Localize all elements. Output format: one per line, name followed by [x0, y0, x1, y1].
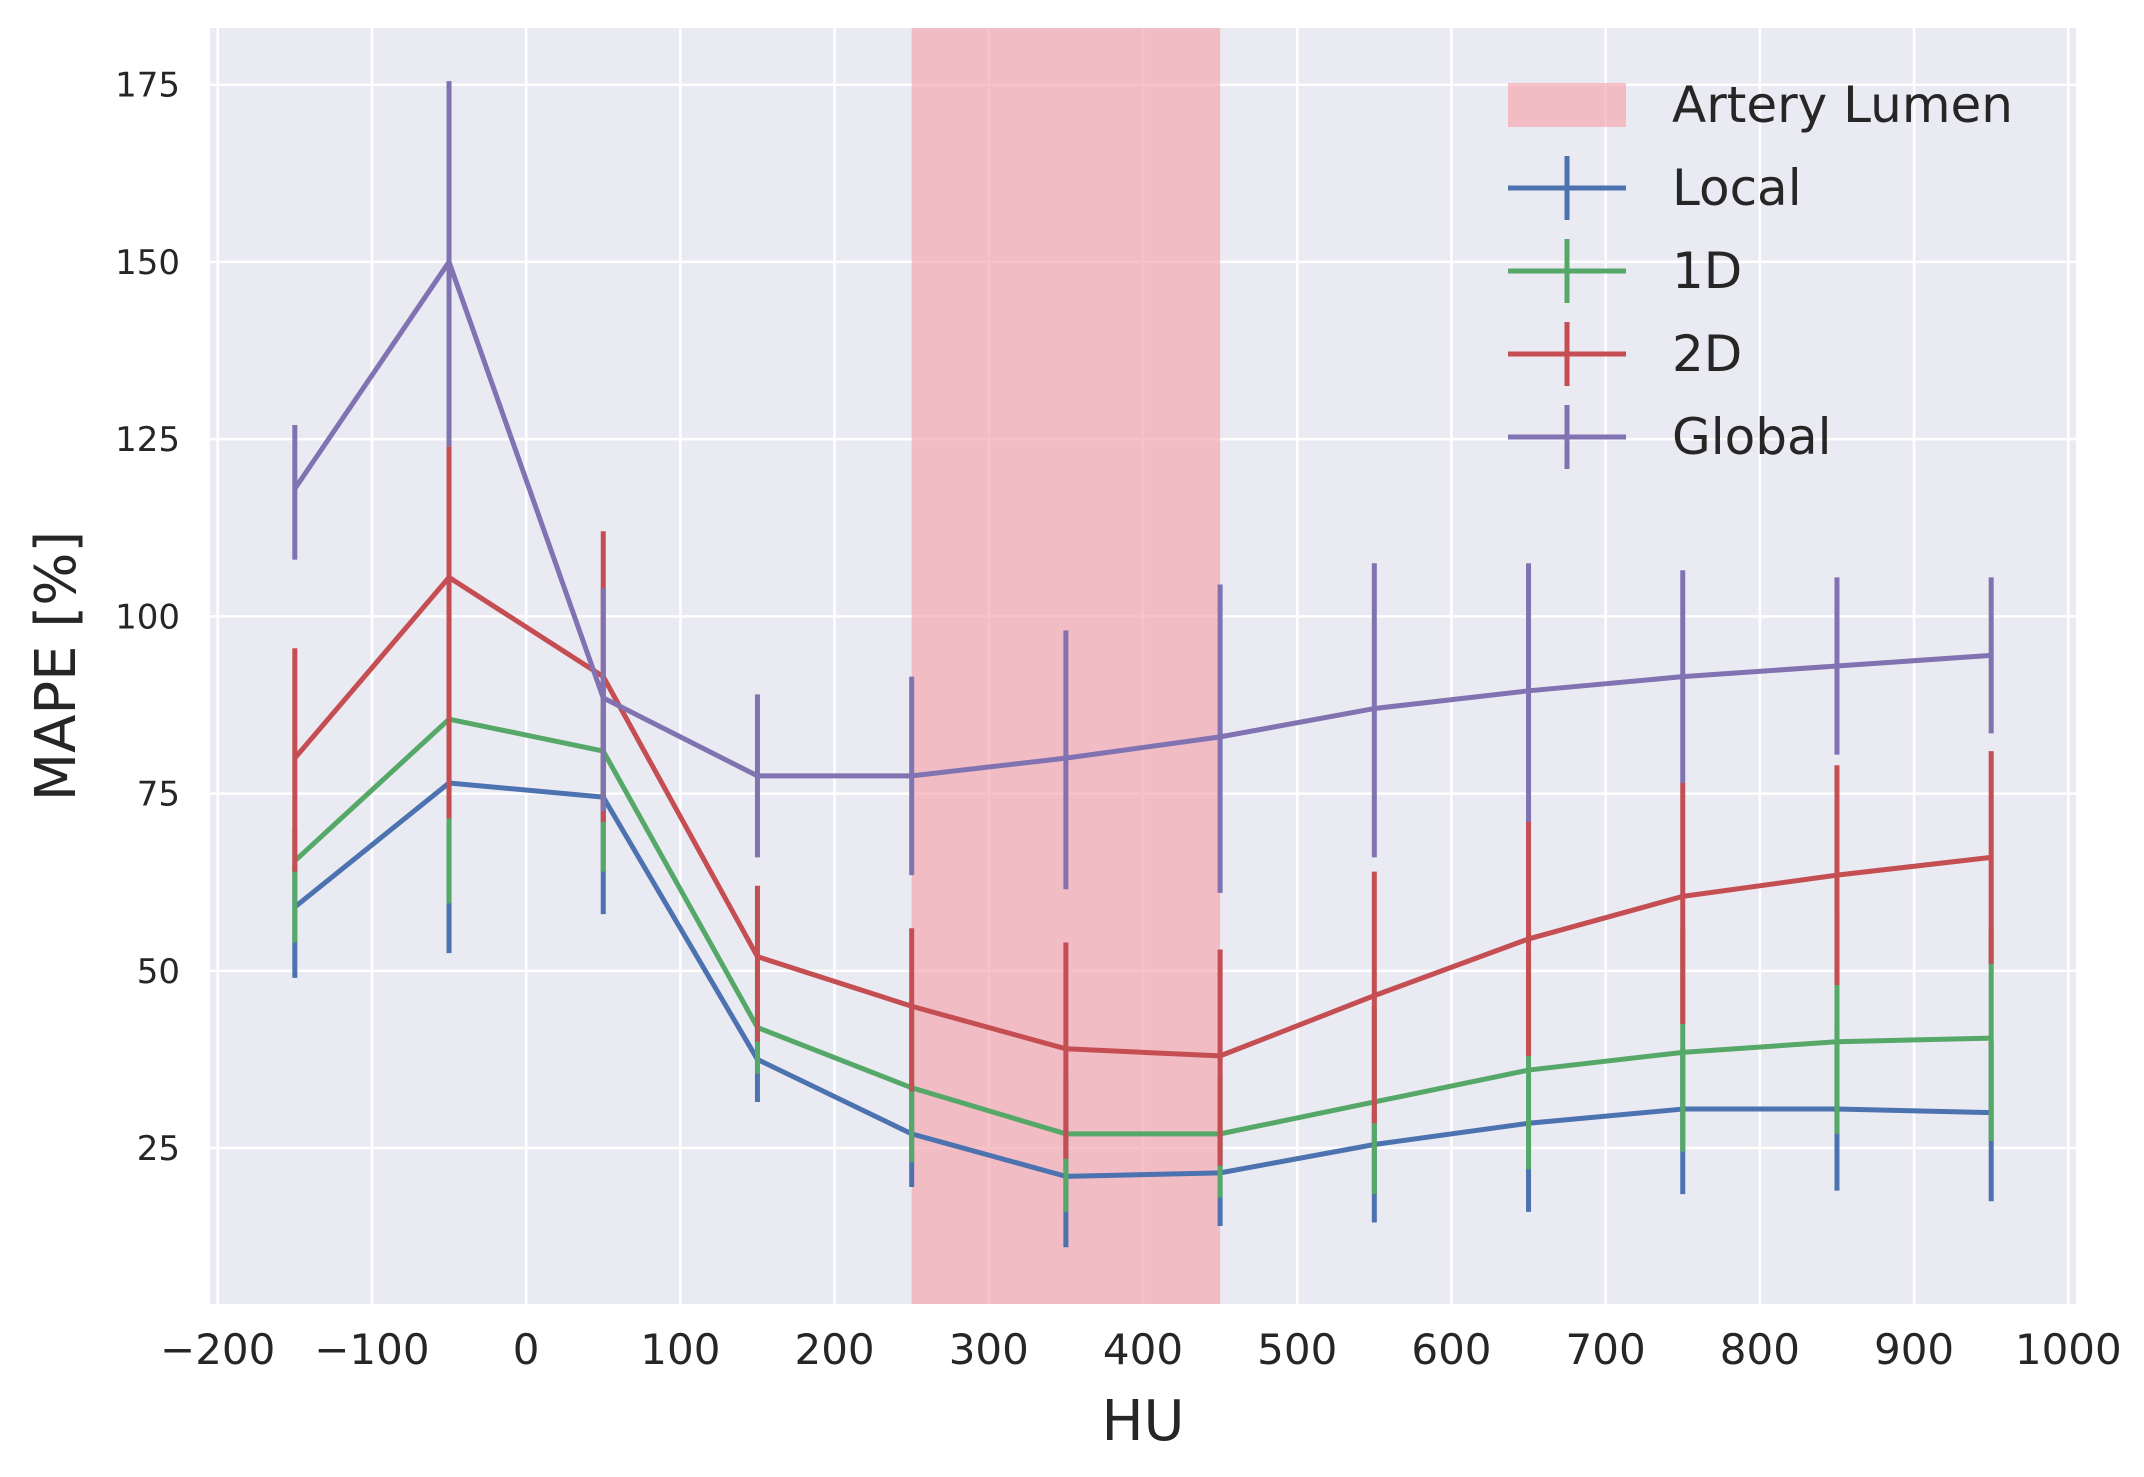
y-tick-label: 175: [115, 66, 180, 106]
y-tick-label: 75: [137, 775, 180, 815]
x-tick-label: 200: [794, 1325, 874, 1374]
x-tick-label: 400: [1103, 1325, 1183, 1374]
line-global: [292, 259, 1992, 779]
series-2d: [292, 446, 1994, 1166]
y-tick-label: 25: [137, 1129, 180, 1169]
legend-label-local: Local: [1672, 159, 1802, 217]
x-tick-label: 900: [1874, 1325, 1954, 1374]
x-tick-labels: −200 −100 0 100 200 300 400 500 600 700 800 900 1000: [160, 1325, 2122, 1374]
y-tick-label: 100: [115, 597, 180, 637]
y-tick-labels: 25 50 75 100 125 150 175: [115, 66, 180, 1169]
x-tick-label: 100: [640, 1325, 720, 1374]
series-global: [292, 81, 1994, 893]
x-tick-label: 500: [1257, 1325, 1337, 1374]
legend-label-artery-lumen: Artery Lumen: [1672, 76, 2013, 134]
y-axis-label: MAPE [%]: [24, 531, 89, 801]
x-tick-label: 700: [1566, 1325, 1646, 1374]
x-axis-label: HU: [1101, 1389, 1184, 1454]
y-tick-label: 150: [115, 243, 180, 283]
x-tick-label: 1000: [2015, 1325, 2122, 1374]
x-tick-label: 0: [513, 1325, 540, 1374]
legend: Artery Lumen Local 1D 2D Global: [1508, 76, 2013, 469]
line-local: [293, 780, 1992, 1179]
line-1d: [293, 716, 1992, 1137]
legend-swatch-artery-lumen: [1508, 83, 1626, 127]
legend-label-global: Global: [1672, 408, 1832, 466]
series-group: [292, 81, 1994, 1248]
y-tick-label: 125: [115, 420, 180, 460]
legend-label-1d: 1D: [1672, 242, 1742, 300]
x-tick-label: −200: [160, 1325, 275, 1374]
legend-label-2d: 2D: [1672, 325, 1742, 383]
x-tick-label: 800: [1720, 1325, 1800, 1374]
x-tick-label: 300: [949, 1325, 1029, 1374]
line-2d: [292, 574, 1992, 1059]
x-tick-label: −100: [314, 1325, 429, 1374]
x-tick-label: 600: [1411, 1325, 1491, 1374]
y-tick-label: 50: [137, 952, 180, 992]
